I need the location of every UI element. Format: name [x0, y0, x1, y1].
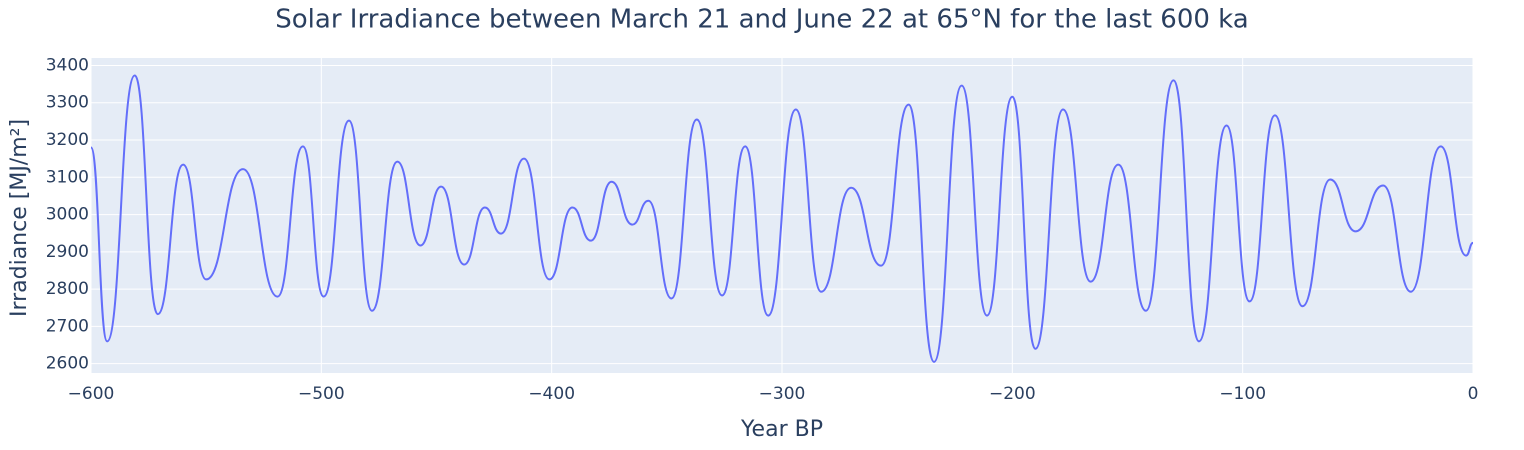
- x-tick-label: 0: [1468, 384, 1479, 404]
- y-tick-label: 3200: [46, 130, 89, 150]
- y-tick-label: 3300: [46, 93, 89, 113]
- y-tick-label: 3000: [46, 205, 89, 225]
- y-axis-title: Irradiance [MJ/m²]: [7, 119, 32, 317]
- x-tick-label: −500: [298, 384, 345, 404]
- x-tick-label: −400: [528, 384, 575, 404]
- chart-title: Solar Irradiance between March 21 and Ju…: [275, 5, 1248, 35]
- y-tick-label: 2900: [46, 242, 89, 262]
- y-tick-label: 3400: [46, 55, 89, 75]
- x-tick-label: −300: [759, 384, 806, 404]
- x-axis-title: Year BP: [740, 417, 823, 442]
- y-tick-label: 2800: [46, 279, 89, 299]
- x-tick-label: −100: [1219, 384, 1266, 404]
- x-tick-label: −200: [989, 384, 1036, 404]
- y-tick-label: 2600: [46, 354, 89, 374]
- x-tick-label: −600: [68, 384, 115, 404]
- y-tick-label: 2700: [46, 316, 89, 336]
- y-tick-label: 3100: [46, 167, 89, 187]
- data-line: [90, 74, 1474, 363]
